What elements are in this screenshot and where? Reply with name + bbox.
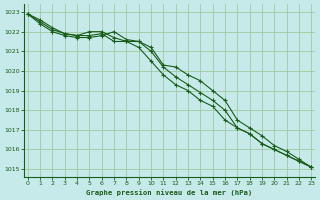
X-axis label: Graphe pression niveau de la mer (hPa): Graphe pression niveau de la mer (hPa) (86, 189, 253, 196)
